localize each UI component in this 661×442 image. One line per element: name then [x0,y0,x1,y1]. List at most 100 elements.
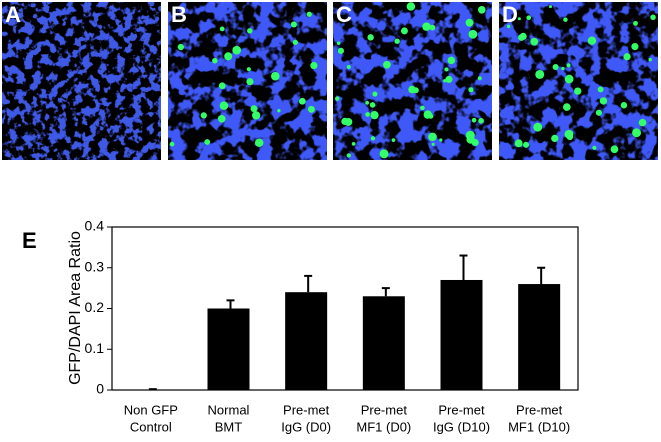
bar [440,279,483,390]
x-tick-label: Pre-met [438,402,485,417]
gfp-spot [423,110,432,119]
gfp-spot [367,34,374,41]
gfp-spot [406,2,416,11]
gfp-spot [648,57,652,62]
gfp-spot [518,34,525,41]
gfp-spot [346,65,351,69]
gfp-spot [530,37,539,46]
gfp-spot [271,71,280,81]
x-tick-label: Pre-met [516,402,563,417]
gfp-spot [535,69,545,79]
gfp-spot [232,45,242,55]
gfp-spot [351,141,356,146]
gfp-spot [277,109,281,113]
gfp-spot [533,122,543,132]
gfp-spot [563,17,568,22]
y-tick-label: 0.3 [85,258,105,274]
x-tick-label: Normal [208,402,250,417]
gfp-spot [506,24,511,29]
cell-texture [499,2,658,160]
gfp-spot [422,22,431,31]
gfp-spot [335,96,340,101]
bar [518,284,561,390]
gfp-spot [212,57,218,64]
gfp-spot [478,117,484,124]
bar [129,389,172,391]
gfp-spot [566,63,571,68]
gfp-spot [439,138,443,142]
bar [362,296,405,390]
x-tick-label: Pre-met [283,402,330,417]
gfp-spot [254,138,264,148]
gfp-spot [383,60,391,69]
gfp-spot [587,36,597,45]
gfp-spot [365,100,370,105]
gfp-spot [471,117,477,123]
gfp-spot [250,105,258,113]
gfp-spot [478,5,486,14]
gfp-spot [633,20,638,26]
gfp-spot [551,134,559,143]
gfp-spot [217,115,226,123]
gfp-spot [620,102,628,109]
x-tick-label: MF1 (D10) [508,419,570,434]
gfp-spot [517,17,521,21]
gfp-spot [526,15,532,21]
gfp-spot [337,47,345,54]
gfp-spot [632,128,642,138]
gfp-spot [444,67,449,72]
gfp-spot [370,136,376,141]
gfp-spot [177,43,185,51]
y-tick-label: 0.1 [85,340,105,356]
gfp-spot [252,111,261,120]
gfp-spot [522,141,530,148]
panel-label: E [22,228,37,253]
gfp-spot [431,142,435,146]
y-tick-label: 0.4 [85,218,105,234]
y-tick-label: 0 [96,381,104,397]
gfp-spot [370,111,379,120]
gfp-spot [610,145,619,154]
x-tick-label: IgG (D10) [433,419,490,434]
gfp-spot [219,101,229,110]
gfp-spot [638,118,647,127]
x-tick-label: Control [130,419,172,434]
gfp-spot [292,39,298,45]
gfp-spot [200,112,207,119]
gfp-spot [468,87,474,93]
gfp-spot [477,76,482,81]
bar [285,292,328,390]
gfp-spot [514,139,523,148]
gfp-spot [428,132,437,142]
gfp-spot [246,67,251,72]
gfp-spot [443,79,447,83]
x-tick-label: Pre-met [361,402,408,417]
gfp-spot [169,141,175,147]
gfp-spot [365,112,370,117]
gfp-spot [391,138,396,142]
gfp-spot [631,43,639,51]
plot-frame [111,226,579,391]
gfp-spot [471,138,479,147]
gfp-spot [247,28,253,34]
x-tick-label: BMT [215,419,243,434]
gfp-spot [246,78,254,86]
gfp-spot [346,153,351,158]
gfp-spot [574,87,582,95]
gfp-spot [548,5,553,9]
gfp-spot [344,117,353,126]
panel-label: C [336,2,352,27]
gfp-spot [306,11,312,17]
gfp-spot [298,97,306,105]
panel-label: A [5,2,21,27]
gfp-spot [372,91,378,97]
gfp-spot [595,109,603,116]
gfp-spot [219,26,225,32]
cell-texture [333,2,492,160]
gfp-spot [561,66,565,71]
gfp-spot [400,27,408,35]
gfp-spot [336,41,341,45]
gfp-spot [566,133,574,140]
gfp-spot [623,53,631,61]
gfp-spot [420,105,425,111]
